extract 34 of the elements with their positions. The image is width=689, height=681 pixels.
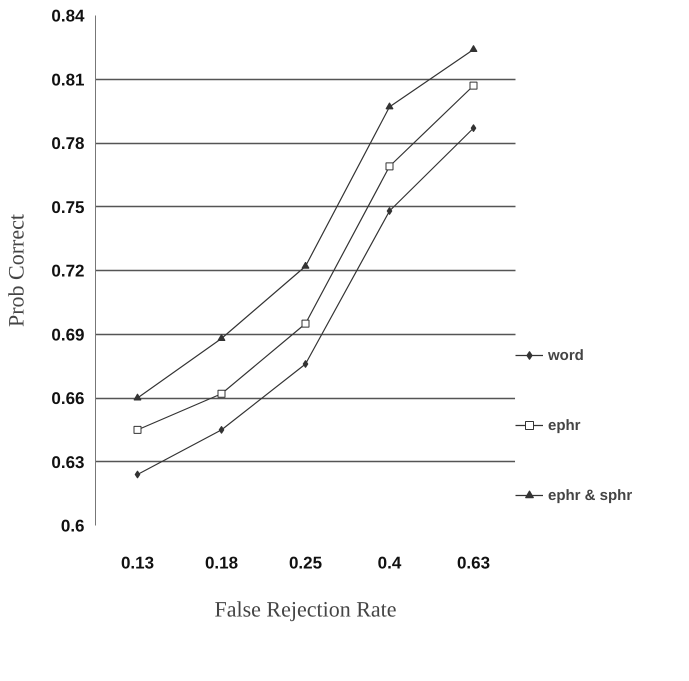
x-tick-label: 0.4 bbox=[378, 554, 402, 572]
point bbox=[134, 426, 142, 434]
y-tick-label: 0.75 bbox=[51, 198, 85, 217]
point bbox=[218, 390, 226, 398]
y-axis-title: Prob Correct bbox=[3, 214, 28, 328]
y-tick-label: 0.84 bbox=[51, 6, 86, 26]
point bbox=[386, 207, 392, 215]
y-tick-label: 0.72 bbox=[51, 262, 85, 280]
point bbox=[134, 470, 140, 478]
y-tick-label: 0.78 bbox=[51, 134, 85, 153]
y-tick-label: 0.66 bbox=[51, 389, 85, 408]
x-tick-label: 0.25 bbox=[288, 554, 322, 572]
point bbox=[386, 102, 394, 110]
point bbox=[134, 393, 142, 401]
point bbox=[470, 82, 478, 90]
x-tick-label: 0.13 bbox=[120, 554, 154, 572]
point bbox=[302, 262, 310, 269]
point bbox=[218, 426, 224, 434]
point bbox=[470, 44, 478, 52]
point bbox=[302, 360, 308, 368]
legend-label: ephr & sphr bbox=[548, 486, 632, 504]
point bbox=[386, 162, 394, 170]
point bbox=[302, 320, 310, 328]
x-tick-label: 0.18 bbox=[204, 554, 238, 572]
y-tick-label: 0.81 bbox=[51, 70, 85, 90]
y-tick-label: 0.63 bbox=[51, 452, 85, 472]
x-axis-title: False Rejection Rate bbox=[214, 596, 397, 622]
legend-label: word bbox=[548, 346, 584, 364]
legend-label: ephr bbox=[548, 416, 581, 434]
y-tick-label: 0.6 bbox=[60, 516, 85, 536]
x-tick-label: 0.63 bbox=[456, 554, 490, 572]
y-tick-label: 0.69 bbox=[51, 325, 85, 344]
point bbox=[218, 334, 226, 342]
point bbox=[470, 124, 476, 132]
